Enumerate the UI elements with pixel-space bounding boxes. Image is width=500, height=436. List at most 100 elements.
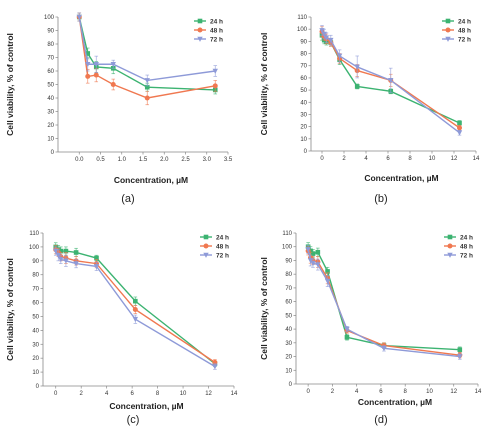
legend-label: 48 h <box>460 243 473 250</box>
y-tick-label: 110 <box>297 15 307 21</box>
x-tick-label: 14 <box>475 389 482 395</box>
y-tick-label: 10 <box>32 370 39 376</box>
legend-marker <box>445 36 451 42</box>
y-tick-label: 20 <box>300 125 307 131</box>
legend: 24 h 48 h 72 h <box>194 18 223 43</box>
chart-panel-2: 0 10 20 30 40 50 60 70 80 90 100 110 0 2 4 6 8 10 12 14 Conc… <box>259 15 480 205</box>
legend-label: 24 h <box>210 18 223 25</box>
x-tick-label: 4 <box>355 389 359 395</box>
y-tick-label: 40 <box>32 328 39 334</box>
data-point <box>310 251 316 256</box>
y-tick-label: 60 <box>285 300 292 306</box>
data-point <box>133 298 138 304</box>
series-line <box>307 250 460 356</box>
data-point <box>307 258 314 264</box>
y-tick-label: 50 <box>285 313 292 319</box>
y-tick-label: 90 <box>285 258 292 264</box>
data-point <box>344 326 350 332</box>
data-point <box>110 61 116 68</box>
data-point <box>315 262 321 268</box>
y-tick-label: 110 <box>282 231 292 237</box>
y-tick-label: 0 <box>304 149 308 155</box>
y-tick-label: 40 <box>47 96 54 102</box>
x-tick-label: 8 <box>408 156 412 162</box>
legend: 24 h 48 h 72 h <box>442 18 471 43</box>
x-tick-label: 10 <box>429 156 436 162</box>
y-tick-label: 100 <box>29 245 40 251</box>
y-tick-label: 30 <box>47 110 54 116</box>
data-point <box>354 84 360 89</box>
data-point <box>336 53 343 59</box>
data-point <box>310 260 316 267</box>
y-tick-label: 10 <box>300 137 307 143</box>
y-tick-label: 30 <box>285 341 292 347</box>
x-tick-label: 3.0 <box>203 157 212 163</box>
data-point <box>381 346 387 352</box>
legend-label: 24 h <box>458 18 471 25</box>
y-tick-label: 0 <box>51 150 55 156</box>
legend-label: 72 h <box>458 36 471 43</box>
legend-label: 48 h <box>216 243 229 250</box>
data-point <box>354 64 360 70</box>
x-axis-title: Concentration, µM <box>109 401 183 411</box>
data-point <box>212 83 218 89</box>
y-tick-label: 90 <box>32 259 39 265</box>
data-point <box>132 307 138 312</box>
y-tick-label: 80 <box>47 42 54 48</box>
y-axis-title: Cell viability, % of control <box>259 33 269 136</box>
series-line <box>307 246 460 351</box>
y-tick-label: 60 <box>32 301 39 307</box>
data-point <box>212 68 218 74</box>
panel-label: (b) <box>374 193 387 205</box>
chart-panel-4: 0 10 20 30 40 50 60 70 80 90 100 110 0 2 4 6 8 10 12 14 Conc… <box>259 231 482 426</box>
data-point <box>58 248 64 254</box>
series-line <box>78 16 216 82</box>
x-tick-label: 6 <box>386 156 390 162</box>
legend-label: 72 h <box>460 252 473 259</box>
y-axis-title: Cell viability, % of control <box>5 33 15 136</box>
legend-label: 48 h <box>458 27 471 34</box>
y-tick-label: 70 <box>285 286 292 292</box>
data-point <box>63 258 69 264</box>
x-axis-title: Concentration, µM <box>358 397 432 407</box>
legend-marker <box>445 18 451 24</box>
data-point <box>457 354 463 360</box>
data-point <box>388 78 394 84</box>
x-axis-title: Concentration, µM <box>364 173 438 183</box>
data-point <box>457 120 462 126</box>
data-point <box>323 35 330 41</box>
x-tick-label: 2 <box>331 389 335 395</box>
legend-marker <box>447 252 453 258</box>
data-point <box>85 61 91 68</box>
y-tick-label: 0 <box>36 384 40 390</box>
x-tick-label: 2 <box>80 391 84 397</box>
x-tick-label: 14 <box>473 156 480 162</box>
data-point <box>144 84 150 90</box>
series-72h <box>319 25 463 136</box>
x-tick-label: 8 <box>156 391 160 397</box>
x-tick-label: 0.5 <box>96 157 105 163</box>
y-tick-label: 70 <box>300 64 307 70</box>
y-tick-label: 20 <box>285 355 292 361</box>
y-tick-label: 0 <box>289 382 293 388</box>
data-point <box>212 364 218 370</box>
data-point <box>93 264 100 270</box>
y-tick-label: 100 <box>297 27 308 33</box>
x-tick-label: 0.0 <box>75 157 84 163</box>
legend-marker <box>445 27 451 33</box>
legend: 24 h 48 h 72 h <box>444 234 473 259</box>
data-point <box>73 250 79 255</box>
y-tick-label: 90 <box>300 39 307 45</box>
data-point <box>325 269 330 274</box>
x-tick-label: 12 <box>205 391 212 397</box>
data-point <box>85 73 91 79</box>
x-tick-label: 0 <box>320 156 324 162</box>
y-tick-label: 110 <box>29 231 39 237</box>
x-tick-label: 12 <box>451 156 458 162</box>
legend-marker <box>197 36 203 42</box>
data-point <box>457 125 462 131</box>
legend-marker <box>447 234 453 240</box>
legend-label: 48 h <box>210 27 223 34</box>
chart-panel-1: 0 10 20 30 40 50 60 70 80 90 100 0.0 0.5 1.0 1.5 2.0 2.5… <box>5 12 233 205</box>
y-tick-label: 40 <box>300 100 307 106</box>
